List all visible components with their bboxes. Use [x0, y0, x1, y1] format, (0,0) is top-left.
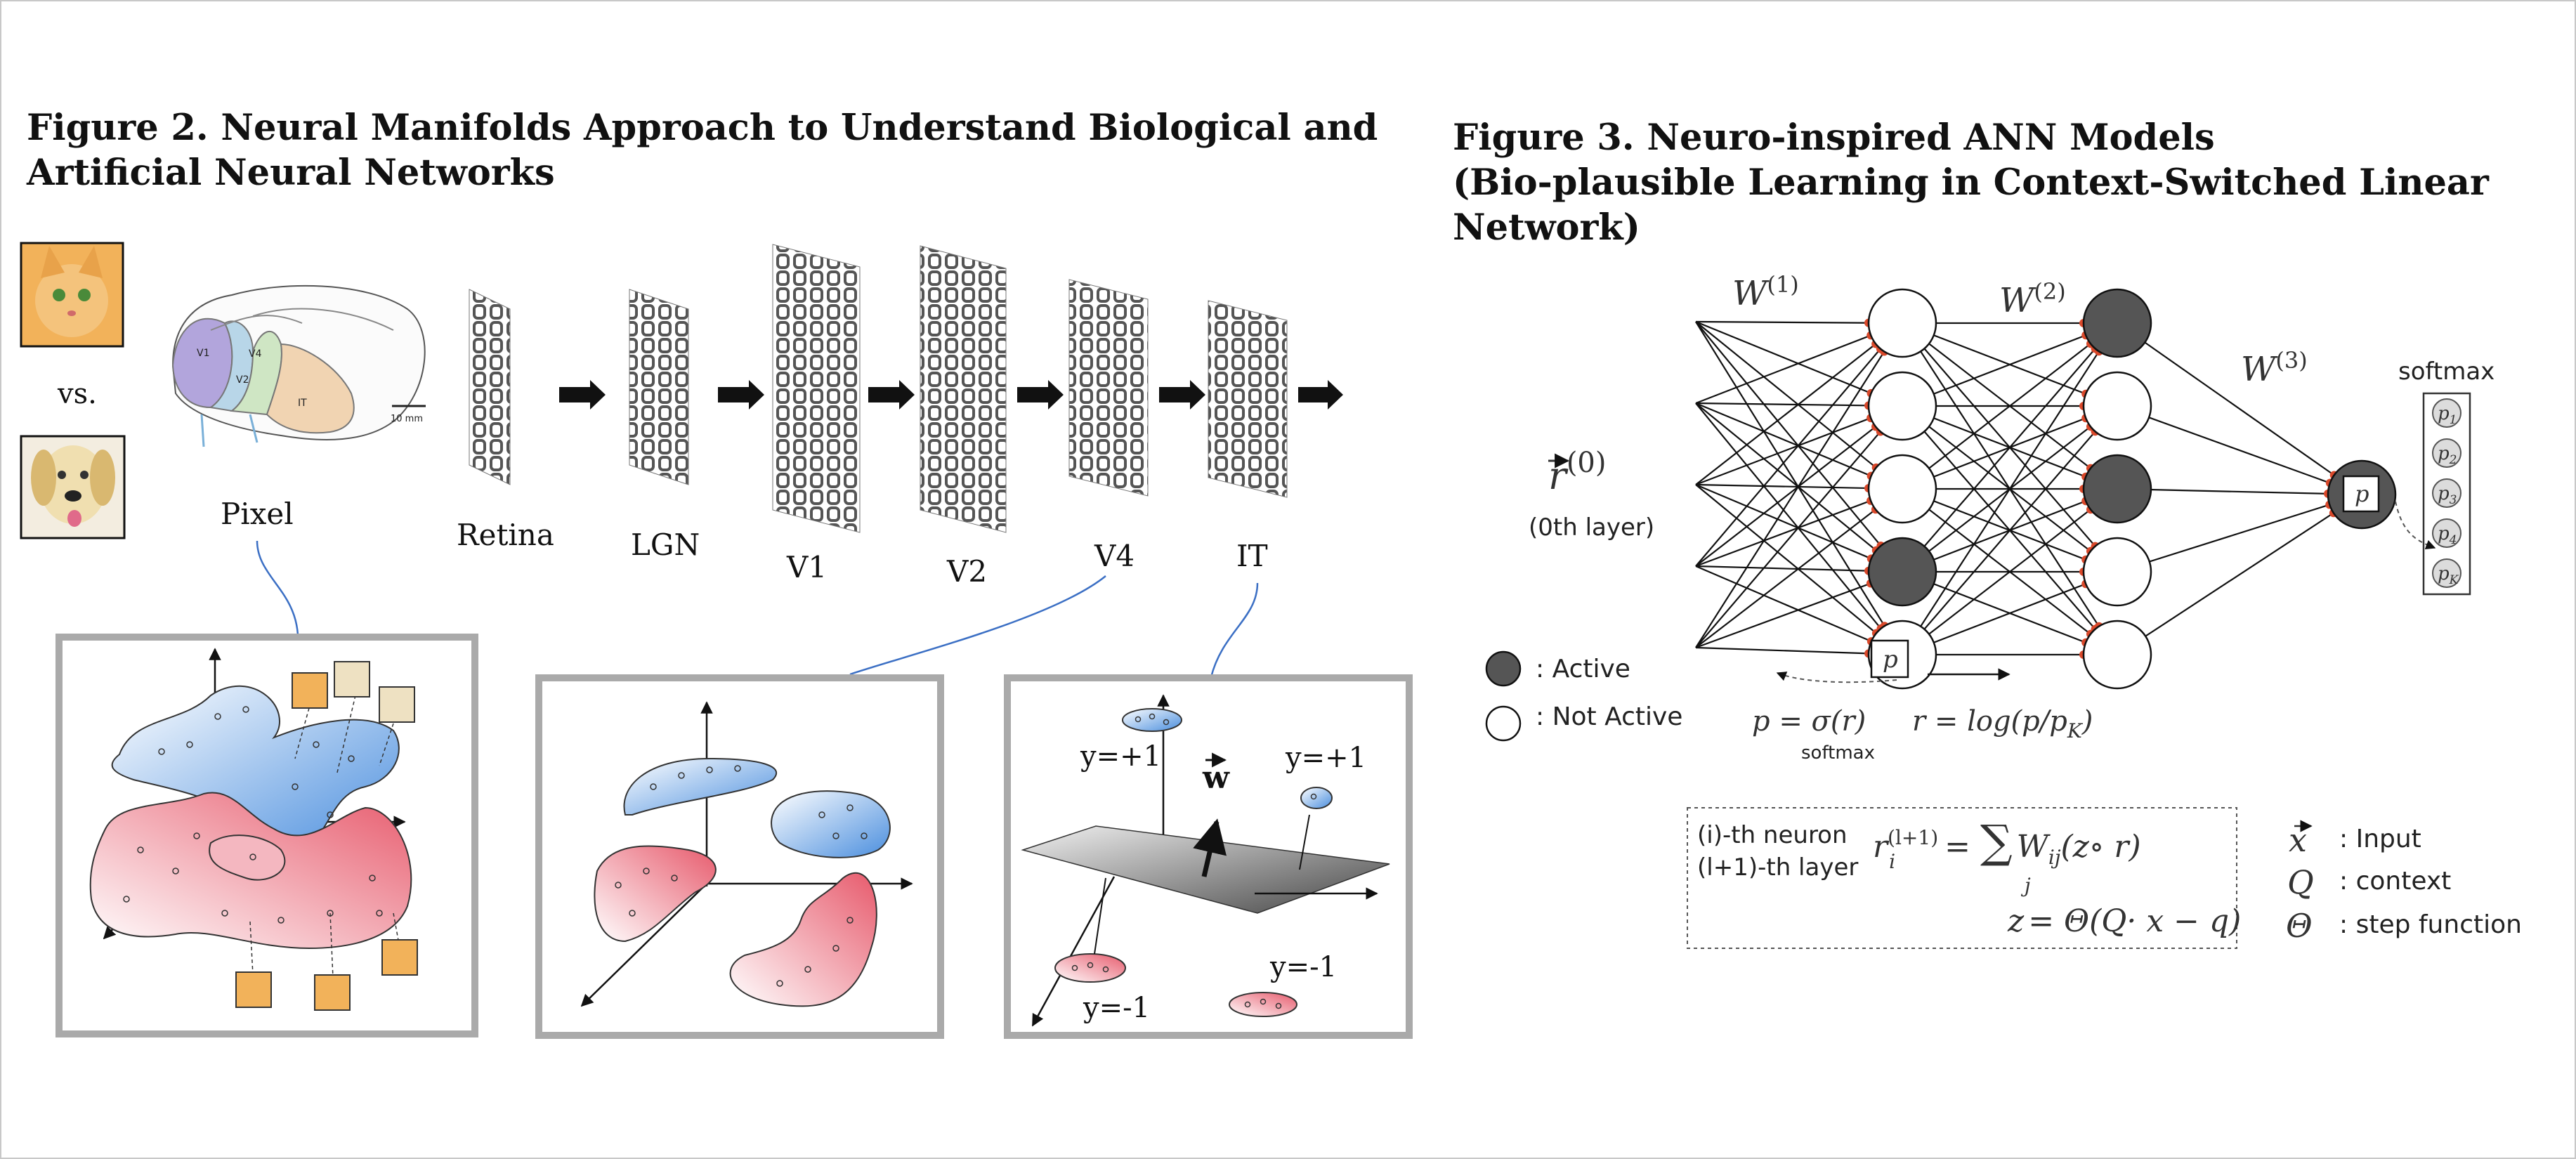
p-box-hidden-label: p	[1883, 646, 1898, 674]
eq-softmax-note: softmax	[1801, 742, 1875, 764]
stage-retina-map	[469, 289, 511, 485]
key-symbol-input: x	[2289, 821, 2307, 859]
label-pos-left: y=+1	[1080, 740, 1161, 773]
key-symbol-step: Θ	[2286, 907, 2313, 945]
stage-label-lgn: LGN	[631, 528, 700, 562]
stage-label-it: IT	[1236, 539, 1268, 573]
stage-label-retina: Retina	[457, 518, 554, 552]
label-pos-right: y=+1	[1285, 742, 1366, 774]
figure3-title-line2: (Bio-plausible Learning in Context-Switc…	[1453, 162, 2489, 249]
legend-active-icon	[1485, 650, 1522, 687]
dog-image	[20, 435, 126, 539]
manifold-panel-it: w y=+1 y=+1 y=-1 y=-1	[1004, 674, 1413, 1039]
hidden2-neuron	[2082, 454, 2152, 524]
box-eq2: z = Θ(Q· x − q)	[2007, 903, 2241, 939]
stage-arrows	[559, 380, 1343, 410]
brain-area-v4: V4	[249, 348, 262, 360]
brain-scale-bar: 10 mm	[391, 414, 423, 424]
softmax-item-circle	[2432, 478, 2461, 508]
symbol-key: x : Input Q : context Θ : step function	[2286, 820, 2522, 945]
brain-area-v1: V1	[197, 348, 209, 359]
stage-it-map	[1208, 300, 1288, 498]
hidden2-neuron	[2082, 620, 2152, 690]
weight-w3: W(3)	[2241, 347, 2308, 389]
softmax-item-circle	[2432, 438, 2461, 468]
hidden2-neuron	[2082, 371, 2152, 441]
brain-area-v2: V2	[236, 374, 249, 386]
manifold-panel-pixel	[55, 634, 478, 1037]
legend-inactive-label: : Not Active	[1536, 702, 1682, 731]
manifold-thumbnails	[235, 661, 418, 1011]
pixel-label: Pixel	[221, 497, 294, 531]
softmax-item-circle	[2432, 558, 2461, 588]
key-text-context: : context	[2339, 867, 2451, 896]
figure2-title: Figure 2. Neural Manifolds Approach to U…	[27, 105, 1378, 195]
softmax-item-label: p3	[2438, 483, 2457, 507]
stage-label-v1: V1	[786, 550, 827, 584]
stage-v4-map	[1068, 279, 1149, 497]
brain-area-it: IT	[298, 398, 307, 409]
hidden2-neuron	[2082, 537, 2152, 607]
stage-label-v2: V2	[946, 554, 987, 589]
figure3-title-line1: Figure 3. Neuro-inspired ANN Models	[1453, 117, 2215, 159]
key-text-step: : step function	[2339, 910, 2522, 939]
hidden2-neuron	[2082, 288, 2152, 358]
vs-label: vs.	[57, 378, 97, 410]
box-eq1: r(l+1) i = ∑ Wij(z∘ r)	[1873, 816, 2141, 873]
input-caption: (0th layer)	[1529, 513, 1654, 542]
weight-w1: W(1)	[1732, 271, 1799, 313]
hidden1-neuron	[1867, 371, 1937, 441]
brain-diagram: V1 V2 V4 IT 10 mm	[171, 284, 426, 447]
box-neuron-label: (i)-th neuron	[1697, 821, 1848, 849]
softmax-item-label: p2	[2438, 443, 2457, 467]
p-box-output-label: p	[2355, 480, 2369, 507]
box-layer-label: (l+1)-th layer	[1697, 853, 1858, 882]
network-diagram: p p	[1695, 288, 2397, 690]
eq-softmax: p = σ(r)	[1752, 705, 1866, 738]
softmax-items: p1 p2 p3 p4 pK	[2432, 398, 2461, 588]
softmax-item-circle	[2432, 398, 2461, 428]
legend-active-label: : Active	[1536, 655, 1630, 683]
figure2-title-line1: Figure 2. Neural Manifolds Approach to U…	[27, 107, 1378, 149]
legend-inactive-icon	[1485, 705, 1522, 742]
input-r0: r(0)	[1548, 447, 1607, 498]
weight-w2: W(2)	[1999, 278, 2066, 320]
key-symbol-context: Q	[2287, 863, 2314, 901]
hidden1-neuron	[1867, 288, 1937, 358]
figure3-title: Figure 3. Neuro-inspired ANN Models (Bio…	[1453, 115, 2576, 250]
softmax-item-label: p4	[2438, 523, 2457, 547]
figure2-title-line2: Artificial Neural Networks	[27, 152, 555, 194]
p-box-hidden	[1870, 639, 1909, 679]
manifold-panel-v4	[535, 674, 944, 1039]
hidden1-neuron	[1867, 537, 1937, 607]
eq-log: r = log(p/pK)	[1912, 705, 2093, 742]
network-nodes	[1867, 288, 2397, 690]
stage-v2-map	[920, 245, 1007, 533]
softmax-title: softmax	[2398, 358, 2495, 386]
equation-box: (i)-th neuron (l+1)-th layer r(l+1) i = ∑…	[1687, 807, 2241, 949]
weight-vector-label: w	[1202, 760, 1230, 796]
stage-maps	[469, 244, 1288, 533]
stage-lgn-map	[629, 289, 689, 485]
key-text-input: : Input	[2339, 825, 2421, 853]
label-neg-right: y=-1	[1269, 951, 1337, 983]
stage-label-v4: V4	[1094, 539, 1135, 573]
stage-v1-map	[772, 244, 861, 533]
cat-image	[20, 242, 124, 348]
softmax-item-label: p1	[2438, 403, 2457, 427]
panel-connectors	[256, 540, 1259, 678]
legend: : Active : Not Active	[1485, 650, 1682, 742]
p-box-output	[2342, 475, 2380, 513]
softmax-item-circle	[2432, 518, 2461, 548]
label-neg-left: y=-1	[1083, 992, 1150, 1024]
softmax-item-label: pK	[2438, 563, 2459, 587]
hidden1-neuron	[1867, 454, 1937, 524]
